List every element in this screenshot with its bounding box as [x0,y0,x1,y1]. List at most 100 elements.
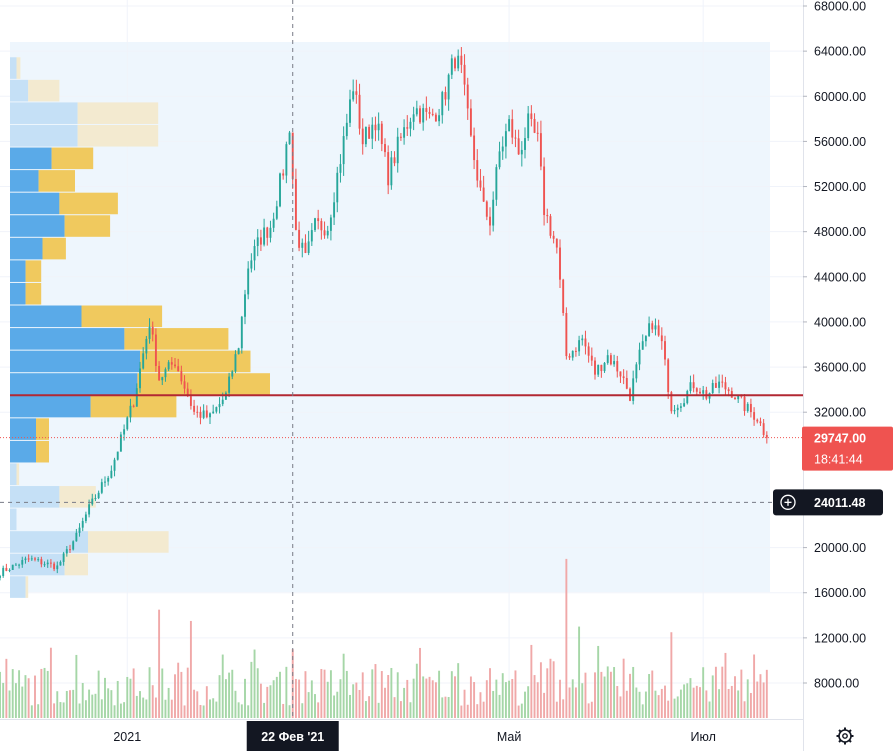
candle [5,563,8,572]
crosshair-price-label: 24011.48 [814,496,865,510]
volume-bar [78,703,81,718]
candle [139,361,141,393]
candle [520,141,523,167]
volume-bar [600,671,603,718]
candle-body [632,378,635,401]
candle-body [298,229,301,248]
candle-body [161,377,164,381]
volume-bar [164,699,167,718]
volume-bar [154,697,157,718]
candle-body [72,541,75,550]
time-axis[interactable] [0,719,803,751]
candle [415,100,418,117]
volume-bar [326,681,329,718]
candle-body [56,565,59,570]
candle [559,239,561,288]
volume-bar [263,702,266,718]
candle [380,120,383,152]
candle-body [676,407,679,411]
price-axis[interactable] [803,0,893,751]
candle [444,86,447,106]
candle [78,523,81,537]
candle [247,261,250,300]
candle [667,358,670,399]
candle [199,406,202,425]
candle [565,307,568,360]
candle-body [132,405,135,407]
volume-bar [724,652,727,718]
candle-body [329,217,332,231]
candle [759,417,762,427]
candle [425,96,428,121]
crosshair-date-badge [246,721,339,751]
volume-bar [536,682,539,718]
volume-profile-bar-down [10,215,65,237]
candle [345,113,348,140]
volume-bar [415,663,418,718]
volume-bar [457,663,460,718]
volume-bar [183,705,186,718]
volume-profile-bar-up [124,328,229,350]
candle-body [724,382,727,390]
candle [374,116,377,142]
volume-bar [11,669,14,718]
volume-bar [310,680,313,718]
volume-profile-bar-up [51,147,94,170]
volume-bar [205,686,208,718]
candle-body [342,136,345,165]
candle-body [670,392,673,412]
volume-bar [619,696,622,718]
volume-bar [110,690,113,718]
candle [616,355,619,378]
candle-body [517,138,520,155]
candle-body [765,434,768,438]
candle-body [590,355,593,361]
candle [489,207,491,236]
candle [250,253,253,273]
volume-bar [91,694,94,718]
volume-bar [174,674,176,718]
candle-body [434,114,437,122]
candle-body [759,421,762,424]
candle-body [285,144,288,176]
candle [14,562,17,566]
candle [679,403,682,412]
candle-body [555,238,558,248]
candle [161,376,164,386]
candle [419,105,421,124]
candle-body [282,173,285,176]
candle-body [689,382,692,392]
volume-bar [374,664,377,718]
volume-bar [702,667,705,718]
candle [21,556,24,568]
candle [393,151,396,167]
volume-bar [119,703,122,718]
volume-bar [511,678,514,718]
volume-bar [606,666,609,718]
volume-bar [495,679,498,718]
volume-bar [352,684,355,718]
candle [215,406,218,414]
candle [498,141,501,170]
candle [664,335,666,366]
volume-bar [638,691,641,718]
price-tick-label: 68000.00 [814,0,866,14]
volume-bar [473,682,476,718]
candle-body [667,359,670,393]
candle [495,164,498,206]
candle-body [412,114,415,122]
time-tick-label: Май [497,730,522,744]
gear-icon[interactable] [836,727,854,745]
candle [597,364,600,377]
candle [364,126,367,148]
volume-bar [126,676,129,718]
candle-body [65,549,68,554]
plus-circle-icon[interactable] [780,494,796,510]
plus-circle-ring [780,494,796,510]
candle-body [59,561,62,566]
candle [584,330,587,355]
candle-body [88,504,91,515]
candle-body [158,365,161,381]
